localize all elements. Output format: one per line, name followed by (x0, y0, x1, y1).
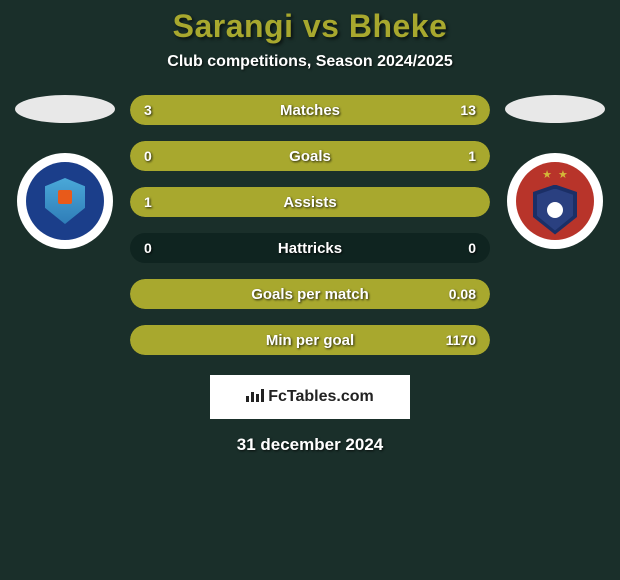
star-icon: ★ (558, 168, 568, 181)
left-club-badge-inner (26, 162, 104, 240)
ball-icon (547, 202, 563, 218)
stats-column: 3 Matches 13 0 Goals 1 1 Assists 0 Hattricks 0 Goal… (130, 95, 490, 355)
left-avatar-placeholder (15, 95, 115, 123)
stat-value-right: 1 (468, 148, 476, 164)
right-club-stars: ★ ★ (542, 168, 568, 181)
right-player-column: ★ ★ (500, 95, 610, 249)
star-icon: ★ (542, 168, 552, 181)
left-club-shield-icon (45, 178, 85, 224)
right-club-shield-icon (533, 185, 577, 235)
stat-value-left: 3 (144, 102, 152, 118)
left-club-badge (17, 153, 113, 249)
stat-value-right: 1170 (446, 332, 476, 348)
date-line: 31 december 2024 (237, 435, 384, 455)
right-club-badge-inner: ★ ★ (516, 162, 594, 240)
stat-value-right: 13 (460, 102, 476, 118)
subtitle: Club competitions, Season 2024/2025 (167, 53, 452, 71)
stat-label: Goals (289, 148, 331, 165)
stat-row: 3 Matches 13 (130, 95, 490, 125)
stat-label: Matches (280, 102, 340, 119)
stat-row: 1 Assists (130, 187, 490, 217)
stat-row: Goals per match 0.08 (130, 279, 490, 309)
stat-label: Min per goal (266, 332, 354, 349)
stat-value-left: 0 (144, 148, 152, 164)
stat-label: Assists (283, 194, 336, 211)
stat-label: Hattricks (278, 240, 342, 257)
main-row: 3 Matches 13 0 Goals 1 1 Assists 0 Hattricks 0 Goal… (0, 95, 620, 355)
stat-row: 0 Goals 1 (130, 141, 490, 171)
stat-label: Goals per match (251, 286, 369, 303)
left-player-column (10, 95, 120, 249)
attribution-box: FcTables.com (210, 375, 410, 419)
stat-value-left: 1 (144, 194, 152, 210)
stat-value-right: 0 (468, 240, 476, 256)
right-avatar-placeholder (505, 95, 605, 123)
stat-row: Min per goal 1170 (130, 325, 490, 355)
infographic-container: Sarangi vs Bheke Club competitions, Seas… (0, 0, 620, 580)
stat-value-right: 0.08 (449, 286, 476, 302)
right-club-badge: ★ ★ (507, 153, 603, 249)
stat-fill-right (198, 95, 491, 125)
page-title: Sarangi vs Bheke (173, 8, 448, 45)
attribution-text: FcTables.com (268, 388, 374, 406)
chart-icon (246, 388, 264, 407)
stat-fill-left (130, 95, 198, 125)
stat-row: 0 Hattricks 0 (130, 233, 490, 263)
stat-value-left: 0 (144, 240, 152, 256)
